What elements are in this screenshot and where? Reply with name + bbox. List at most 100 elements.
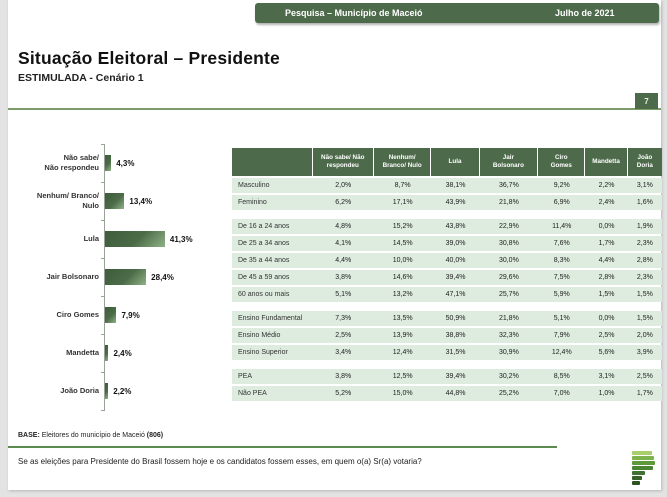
table-cell: 2,4% <box>585 195 628 210</box>
table-cell: 39,0% <box>431 236 480 251</box>
chart-bar-area: 4,3% <box>104 144 232 182</box>
table-cell: 3,1% <box>627 178 662 193</box>
table-cell: 1,0% <box>585 386 628 401</box>
table-cell: 2,5% <box>627 369 662 384</box>
chart-bar <box>105 269 147 285</box>
base-count: (806) <box>146 432 164 439</box>
chart-value-label: 7,9% <box>121 310 140 320</box>
table-cell: 2,5% <box>312 328 374 343</box>
page-title: Situação Eleitoral – Presidente <box>18 48 280 68</box>
table-cell: 3,8% <box>312 369 374 384</box>
table-cell: 2,3% <box>627 236 662 251</box>
row-label: Feminino <box>232 195 313 210</box>
chart-category-label: Jair Bolsonaro <box>46 272 99 282</box>
chart-category-label: Mandetta <box>66 348 99 358</box>
table-cell: 7,3% <box>312 311 374 326</box>
axis-tick <box>101 410 105 411</box>
bar-chart: Não sabe/ Não respondeu 4,3% Nenhum/ Branc… <box>14 144 232 411</box>
chart-value-label: 2,2% <box>113 386 132 396</box>
table-row: De 45 a 59 anos 3,8% 14,6% 39,4% 29,6% 7,5% 2,… <box>232 270 662 285</box>
table-cell: 12,5% <box>373 369 432 384</box>
table-cell: 30,8% <box>479 236 539 251</box>
table-row: Masculino 2,0% 8,7% 38,1% 36,7% 9,2% 2,2% 3,1% <box>232 178 662 193</box>
page-number-badge: 7 <box>635 93 658 109</box>
table-cell: 13,9% <box>373 328 432 343</box>
table-cell: 1,6% <box>627 195 662 210</box>
table-cell: 3,1% <box>585 369 628 384</box>
chart-bar <box>105 383 109 399</box>
table-cell: 15,2% <box>373 219 432 234</box>
table-column-header: Lula <box>431 148 480 176</box>
table-cell: 3,8% <box>312 270 374 285</box>
table-cell: 6,2% <box>312 195 374 210</box>
table-cell: 25,2% <box>479 386 539 401</box>
chart-value-label: 28,4% <box>151 272 174 282</box>
table-cell: 15,0% <box>373 386 432 401</box>
table-header: Não sabe/ Não respondeu Nenhum/ Branco/ N… <box>232 148 662 176</box>
banner-date: Julho de 2021 <box>555 8 615 18</box>
table-cell: 22,9% <box>479 219 539 234</box>
table-cell: 1,5% <box>627 287 662 302</box>
table-cell: 1,5% <box>627 311 662 326</box>
top-banner: Pesquisa – Município de Maceió Julho de … <box>255 3 659 23</box>
chart-value-label: 13,4% <box>129 196 153 206</box>
row-label: PEA <box>232 369 313 384</box>
table-column-header: Nenhum/ Branco/ Nulo <box>373 148 432 176</box>
chart-bar-area: 28,4% <box>104 258 232 296</box>
table-cell: 1,9% <box>627 219 662 234</box>
chart-category-label: Ciro Gomes <box>56 310 99 320</box>
footer-divider <box>8 446 557 448</box>
table-cell: 1,7% <box>627 386 662 401</box>
table-cell: 5,6% <box>585 345 628 360</box>
chart-row: Lula 41,3% <box>14 220 232 258</box>
table-cell: 7,9% <box>538 328 586 343</box>
group-spacer <box>232 304 662 309</box>
row-label: De 16 a 24 anos <box>232 219 313 234</box>
table-cell: 10,0% <box>373 253 432 268</box>
table-cell: 43,9% <box>431 195 480 210</box>
table-cell: 2,8% <box>627 253 662 268</box>
table-cell: 9,2% <box>538 178 586 193</box>
table-cell: 47,1% <box>431 287 480 302</box>
table-cell: 1,7% <box>585 236 628 251</box>
table-cell: 6,9% <box>538 195 586 210</box>
table-cell: 30,2% <box>479 369 539 384</box>
table-cell: 32,3% <box>479 328 539 343</box>
table-cell: 2,2% <box>585 178 628 193</box>
table-cell: 2,5% <box>585 328 628 343</box>
table-cell: 8,7% <box>373 178 432 193</box>
chart-category-label: Nenhum/ Branco/ Nulo <box>36 191 99 210</box>
chart-bar <box>105 231 165 247</box>
chart-category-label: João Doria <box>60 386 99 396</box>
table-cell: 3,4% <box>312 345 374 360</box>
axis-tick <box>101 334 105 335</box>
axis-tick <box>101 372 105 373</box>
crosstab-table: Não sabe/ Não respondeu Nenhum/ Branco/ N… <box>232 146 662 403</box>
table-cell: 14,5% <box>373 236 432 251</box>
table-cell: 11,4% <box>538 219 586 234</box>
table-cell: 0,0% <box>585 219 628 234</box>
table-row: De 25 a 34 anos 4,1% 14,5% 39,0% 30,8% 7,6% 1,… <box>232 236 662 251</box>
table-row: PEA 3,8% 12,5% 39,4% 30,2% 8,5% 3,1% 2,5% <box>232 369 662 384</box>
table-row: De 16 a 24 anos 4,8% 15,2% 43,8% 22,9% 11,4% 0… <box>232 219 662 234</box>
chart-bar <box>105 345 109 361</box>
row-label: De 25 a 34 anos <box>232 236 313 251</box>
table-row: De 35 a 44 anos 4,4% 10,0% 40,0% 30,0% 8,3% 4,… <box>232 253 662 268</box>
row-label: De 35 a 44 anos <box>232 253 313 268</box>
row-label: Masculino <box>232 178 313 193</box>
row-label: Não PEA <box>232 386 313 401</box>
group-spacer <box>232 212 662 217</box>
chart-bar-area: 13,4% <box>104 182 232 220</box>
table-cell: 36,7% <box>479 178 539 193</box>
table-row: 60 anos ou mais 5,1% 13,2% 47,1% 25,7% 5,9% 1,… <box>232 287 662 302</box>
table-cell: 25,7% <box>479 287 539 302</box>
table-row: Não PEA 5,2% 15,0% 44,8% 25,2% 7,0% 1,0% 1,7% <box>232 386 662 401</box>
table-cell: 21,8% <box>479 311 539 326</box>
table-column-header: Jair Bolsonaro <box>479 148 539 176</box>
row-label: Ensino Médio <box>232 328 313 343</box>
chart-row: Mandetta 2,4% <box>14 334 232 372</box>
table-corner-cell <box>232 148 313 176</box>
row-label: De 45 a 59 anos <box>232 270 313 285</box>
chart-bar <box>105 193 125 209</box>
chart-bar-area: 2,2% <box>104 372 232 410</box>
